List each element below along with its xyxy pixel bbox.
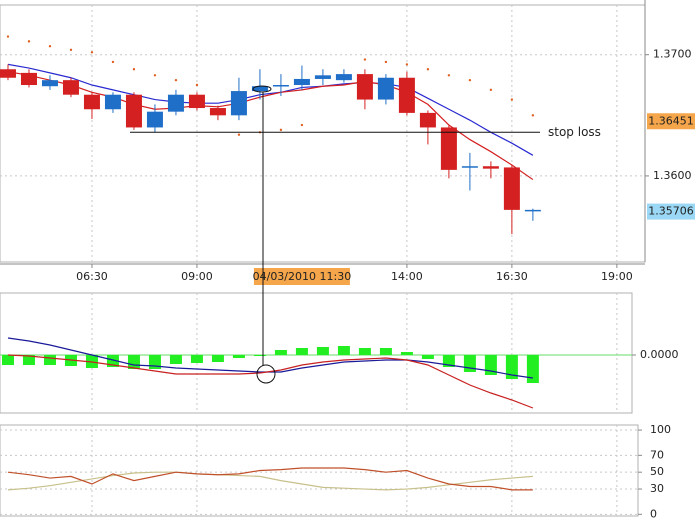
histogram-bar [274, 350, 287, 355]
candle-body [230, 91, 247, 116]
candle-body [62, 80, 79, 95]
candle-body [41, 80, 58, 87]
indicator-line [7, 467, 533, 491]
indicator-line [7, 354, 534, 409]
y-tick-label: 50 [650, 465, 664, 478]
sar-dot [447, 74, 451, 77]
candle-body [293, 78, 310, 86]
candle-body [272, 85, 289, 87]
sar-dot [405, 63, 409, 66]
y-tick-label: 100 [650, 423, 671, 436]
sar-dot [69, 48, 73, 52]
candle-body [335, 74, 352, 81]
sar-dot [90, 51, 94, 54]
annotation [252, 85, 272, 93]
histogram-bar [190, 355, 203, 363]
candle-body [503, 167, 520, 210]
x-tick-label: 09:00 [181, 270, 213, 283]
candle-body [251, 86, 268, 92]
candle-body [209, 108, 226, 116]
stop-loss-label: stop loss [548, 125, 601, 139]
sar-dot [132, 68, 136, 71]
sar-dot [174, 78, 178, 82]
candle-body [146, 111, 163, 128]
histogram-bar [526, 355, 539, 383]
price-panel [0, 4, 646, 263]
sar-dot [531, 114, 535, 117]
y-tick-label: 30 [650, 482, 664, 495]
oscillator-panel [0, 424, 639, 517]
x-tick-label: 14:00 [391, 270, 423, 283]
histogram-bar [1, 355, 14, 365]
sar-dot [384, 60, 388, 64]
candle-body [104, 94, 121, 110]
y-tick-label: 0 [650, 507, 657, 520]
y-tick-label: 1.3700 [653, 48, 692, 61]
price-marker [647, 203, 695, 220]
candle-body [398, 77, 415, 113]
candle-body [314, 75, 331, 79]
candle-body [419, 112, 436, 128]
sar-dot [510, 98, 514, 101]
histogram-bar [232, 355, 245, 358]
histogram-bar [253, 355, 266, 356]
sar-dot [489, 88, 493, 92]
histogram-bar [505, 355, 518, 379]
y-tick-label: 0.0000 [640, 348, 679, 361]
crosshair-label: 04/03/2010 11:30 [253, 270, 352, 283]
candle-body [20, 72, 37, 86]
y-tick-label: 70 [650, 448, 664, 461]
candle-body [125, 94, 142, 128]
candle-body [0, 69, 16, 78]
price-marker-label: 1.36451 [648, 114, 694, 127]
candle-body [377, 77, 394, 100]
sar-dot [153, 74, 157, 77]
price-marker [647, 113, 695, 130]
histogram-bar [421, 355, 434, 359]
histogram-bar [337, 346, 350, 355]
histogram-bar [379, 348, 392, 355]
histogram-bar [43, 355, 56, 365]
y-tick-label: 1.3600 [653, 169, 692, 182]
x-tick-label: 06:30 [76, 270, 108, 283]
sar-dot [279, 128, 283, 132]
sar-dot [468, 78, 472, 82]
x-tick-label: 16:30 [496, 270, 528, 283]
sar-dot [300, 123, 304, 127]
x-tick-label: 19:00 [601, 270, 633, 283]
annotation [256, 364, 276, 384]
candle-body [167, 94, 184, 112]
sar-dot [426, 68, 430, 71]
indicator-line [7, 471, 533, 491]
candle-body [356, 74, 373, 100]
sar-dot [48, 45, 52, 48]
sar-dot [111, 60, 115, 64]
candle-body [524, 209, 541, 212]
histogram-bar [463, 355, 476, 372]
sar-dot [6, 35, 10, 38]
sar-dot [195, 83, 199, 87]
macd-panel [0, 292, 633, 414]
candle-body [440, 127, 457, 170]
histogram-bar [211, 355, 224, 362]
price-marker-label: 1.35706 [648, 205, 694, 218]
histogram-bar [295, 348, 308, 355]
histogram-bar [316, 347, 329, 355]
crosshair-box [253, 268, 350, 285]
histogram-bar [400, 352, 413, 355]
candle-body [83, 94, 100, 110]
sar-dot [237, 133, 241, 136]
sar-dot [363, 58, 367, 61]
sar-dot [27, 40, 31, 43]
indicator-line [7, 71, 534, 181]
candle-body [188, 94, 205, 109]
candle-body [461, 166, 478, 168]
indicator-line [7, 63, 534, 156]
candle-body [482, 166, 499, 169]
histogram-bar [358, 348, 371, 355]
histogram-bar [22, 355, 35, 365]
histogram-bar [169, 355, 182, 364]
